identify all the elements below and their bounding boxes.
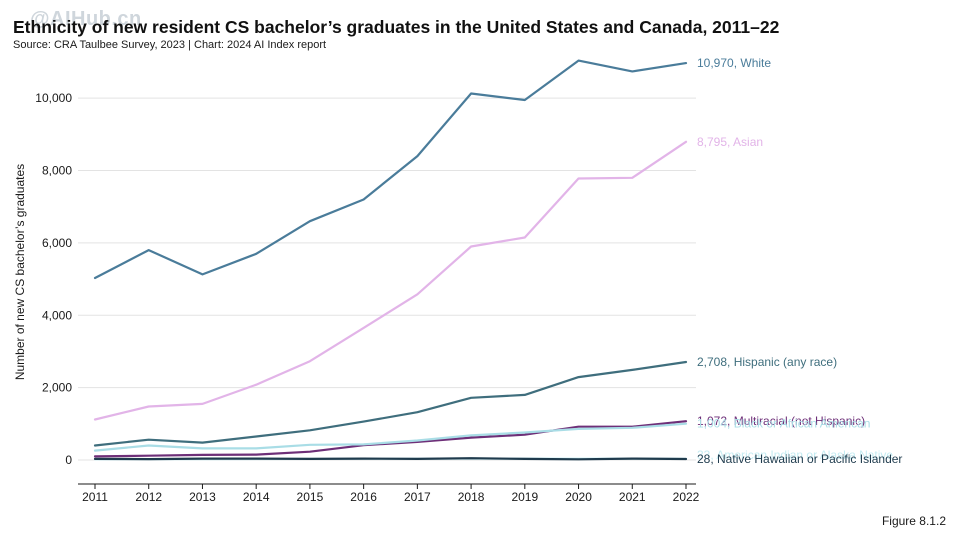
x-tick-label: 2019 [511, 490, 538, 504]
x-tick-label: 2011 [82, 490, 108, 504]
y-tick-label: 8,000 [42, 164, 72, 178]
series-line-white [93, 59, 688, 280]
end-label-multiracial-not-hispanic: 1,072, Multiracial (not Hispanic) [697, 414, 865, 428]
x-tick-label: 2013 [189, 490, 216, 504]
end-label-hispanic-any-race: 2,708, Hispanic (any race) [697, 355, 837, 369]
series-line-asian [93, 140, 688, 421]
y-tick-label: 0 [65, 453, 72, 467]
x-tick-label: 2015 [297, 490, 324, 504]
y-tick-label: 10,000 [35, 91, 72, 105]
series-line-multiracial-not-hispanic [93, 420, 688, 458]
series-line-hispanic-any-race [93, 360, 688, 447]
series-end-labels: 10,970, White 8,795, Asian 2,708, Hispanic… [697, 56, 902, 466]
end-label-asian: 8,795, Asian [697, 135, 763, 149]
x-tick-label: 2014 [243, 490, 270, 504]
x-tick-label: 2022 [673, 490, 700, 504]
y-tick-label: 6,000 [42, 236, 72, 250]
x-tick-label: 2016 [350, 490, 377, 504]
end-label-native-hawaiian-or-pacific-islander: 28, Native Hawaiian or Pacific Islander [697, 452, 902, 466]
series-lines [93, 59, 688, 461]
x-tick-label: 2020 [565, 490, 592, 504]
y-tick-label: 2,000 [42, 381, 72, 395]
series-line-black-or-african-american [93, 422, 688, 452]
end-label-white: 10,970, White [697, 56, 771, 70]
x-tick-label: 2012 [135, 490, 162, 504]
series-line-native-hawaiian-or-pacific-islander [93, 457, 688, 461]
y-axis-title: Number of new CS bachelor’s graduates [13, 164, 27, 380]
x-tick-label: 2017 [404, 490, 431, 504]
end-label-black-or-african-american: 1,004, Black or African American [697, 417, 870, 431]
axes: 0 2,000 4,000 6,000 8,000 10,000 2011 2012 2013 2… [13, 91, 700, 504]
end-label-american-indian-or-alaska-native: 33, American Indian or Alaska Native [697, 448, 893, 462]
chart-title: Ethnicity of new resident CS bachelor’s … [13, 17, 780, 37]
x-tick-label: 2021 [619, 490, 646, 504]
chart-subtitle: Source: CRA Taulbee Survey, 2023 | Chart… [13, 39, 327, 51]
x-tick-label: 2018 [458, 490, 485, 504]
y-tick-label: 4,000 [42, 308, 72, 322]
figure-label: Figure 8.1.2 [881, 514, 946, 528]
watermark: @AIHub.cn [30, 8, 142, 30]
